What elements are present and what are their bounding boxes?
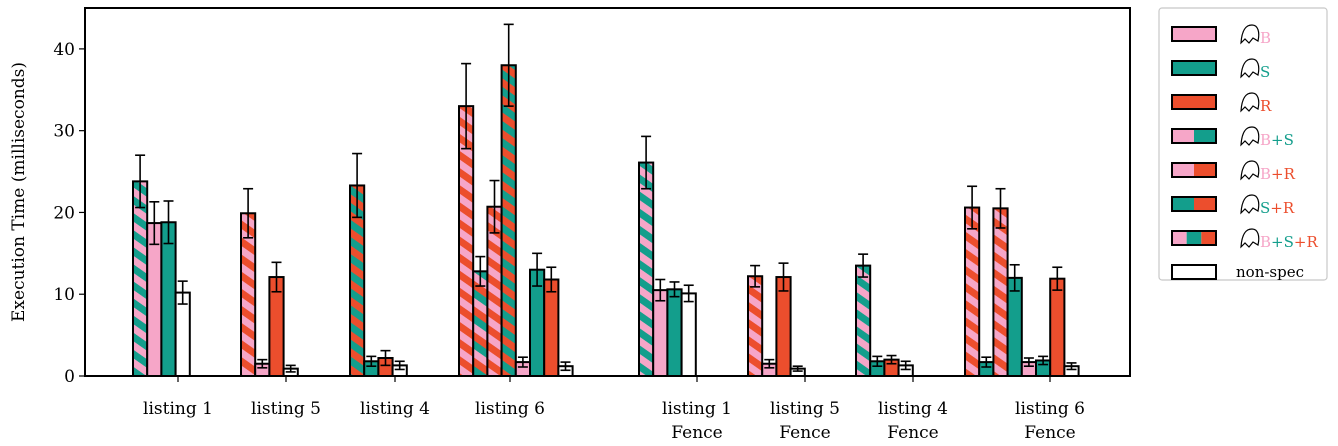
legend-swatch — [1171, 26, 1217, 42]
legend-swatch — [1171, 94, 1217, 110]
y-tick-label: 40 — [53, 40, 75, 60]
legend-label: non-spec — [1236, 263, 1304, 281]
legend-entry: S+R — [1171, 194, 1295, 217]
ghost-icon — [1240, 126, 1260, 147]
error-bars-layer — [135, 23, 1077, 373]
legend-swatch — [1171, 162, 1217, 178]
legend-label-part: S — [1260, 63, 1270, 81]
bar — [543, 278, 560, 378]
bar — [1049, 277, 1066, 377]
legend-swatch-part — [1194, 129, 1216, 143]
bar — [855, 264, 872, 378]
legend-swatch-part — [1194, 163, 1216, 177]
legend-entry: R — [1171, 92, 1272, 115]
x-tick-label: Fence — [779, 423, 830, 443]
bar — [964, 206, 981, 377]
legend-label-part: R — [1260, 97, 1272, 115]
x-tick-label: listing 4 — [878, 399, 948, 419]
legend-swatch — [1171, 264, 1217, 280]
legend-swatch-part — [1201, 231, 1216, 245]
legend-entry: B+S+R — [1171, 228, 1318, 251]
x-tick-label: listing 4 — [360, 399, 430, 419]
legend-label-part: + — [1271, 165, 1284, 183]
legend-label-part: B — [1260, 131, 1271, 149]
x-tick-label: Fence — [1024, 423, 1075, 443]
legend-label-part: + — [1270, 199, 1283, 217]
x-tick-label: listing 1 — [662, 399, 732, 419]
ghost-icon — [1240, 194, 1260, 215]
bar — [652, 289, 669, 377]
ghost-icon — [1240, 228, 1260, 249]
x-tick-label: listing 1 — [143, 399, 213, 419]
y-axis-label: Execution Time (milliseconds) — [9, 62, 29, 322]
legend-label: S+R — [1260, 199, 1295, 217]
legend-entry: B+R — [1171, 160, 1296, 183]
bar — [666, 288, 683, 377]
legend-label: S — [1260, 63, 1270, 81]
legend-swatch — [1171, 230, 1217, 246]
y-tick-label: 10 — [53, 285, 75, 305]
legend-label-part: B — [1260, 165, 1271, 183]
plot-frame — [84, 7, 1131, 377]
ghost-icon — [1240, 58, 1260, 79]
legend-swatch-part — [1186, 231, 1202, 245]
bar — [992, 207, 1009, 377]
legend-label: B+S — [1260, 131, 1294, 149]
bars-layer — [132, 64, 1080, 378]
x-tick-label: listing 5 — [770, 399, 840, 419]
legend-swatch — [1171, 60, 1217, 76]
ghost-icon — [1240, 24, 1260, 45]
y-axis: 0 10 20 30 40 — [53, 40, 85, 387]
x-tick-label: listing 6 — [475, 399, 545, 419]
legend-swatch-part — [1172, 163, 1194, 177]
legend-swatch-part — [1194, 197, 1216, 211]
bar — [775, 276, 792, 377]
bar — [146, 222, 163, 377]
bar — [174, 291, 191, 377]
legend-label-part: B — [1260, 29, 1271, 47]
x-axis: listing 1 listing 5 listing 4 listing 6 list… — [143, 376, 1085, 443]
x-tick-label: Fence — [671, 423, 722, 443]
y-tick-label: 0 — [64, 367, 75, 387]
legend-swatch-part — [1172, 197, 1194, 211]
legend-label-part: +S — [1271, 233, 1294, 251]
legend-entry: S — [1171, 58, 1270, 81]
legend-label-part: R — [1283, 199, 1295, 217]
legend-label: B — [1260, 29, 1271, 47]
y-tick-label: 20 — [53, 203, 75, 223]
ghost-icon — [1240, 92, 1260, 113]
x-tick-label: Fence — [887, 423, 938, 443]
legend-label: B+S+R — [1260, 233, 1318, 251]
legend-label: R — [1260, 97, 1272, 115]
legend-label-part: S — [1260, 199, 1270, 217]
bar — [680, 292, 697, 378]
legend-entry: B+S — [1171, 126, 1294, 149]
bar — [1006, 276, 1023, 377]
bar — [132, 180, 149, 377]
bar — [160, 221, 177, 377]
bar — [747, 275, 764, 377]
legend-swatch — [1171, 196, 1217, 212]
x-tick-label: listing 6 — [1015, 399, 1085, 419]
legend-swatch-part — [1172, 129, 1194, 143]
legend-label-part: +R — [1294, 233, 1319, 251]
legend-label-part: B — [1260, 233, 1271, 251]
legend-label-part: S — [1284, 131, 1294, 149]
bar — [472, 270, 489, 377]
legend-label-part: + — [1271, 131, 1284, 149]
y-tick-label: 30 — [53, 122, 75, 142]
ghost-icon — [1240, 160, 1260, 181]
legend-label: B+R — [1260, 165, 1296, 183]
bar — [638, 161, 655, 377]
legend-entry: B — [1171, 24, 1271, 47]
legend-swatch — [1171, 128, 1217, 144]
x-tick-label: listing 5 — [251, 399, 321, 419]
legend-entry: non-spec — [1171, 263, 1304, 281]
legend-swatch-part — [1172, 231, 1187, 245]
legend-label-part: R — [1284, 165, 1296, 183]
bar — [500, 64, 517, 377]
